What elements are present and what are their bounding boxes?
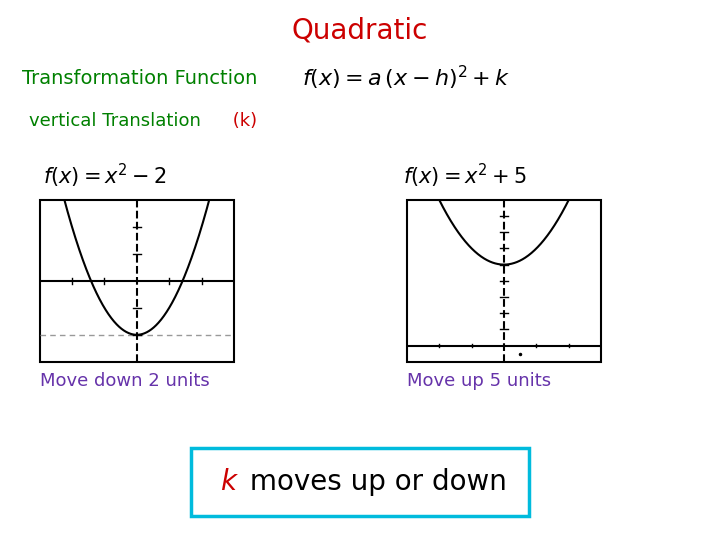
Text: $f(x) = a\,(x - h)^2 + k$: $f(x) = a\,(x - h)^2 + k$ bbox=[302, 64, 511, 92]
Text: $f(x) = x^2 + 5$: $f(x) = x^2 + 5$ bbox=[403, 161, 527, 190]
Text: Transformation Function: Transformation Function bbox=[22, 69, 257, 88]
Text: $f(x) = x^2 - 2$: $f(x) = x^2 - 2$ bbox=[43, 161, 167, 190]
Text: k: k bbox=[220, 468, 235, 496]
Text: Quadratic: Quadratic bbox=[292, 16, 428, 44]
Text: Move down 2 units: Move down 2 units bbox=[40, 372, 210, 390]
Text: vertical Translation: vertical Translation bbox=[29, 112, 201, 131]
Text: Move up 5 units: Move up 5 units bbox=[407, 372, 551, 390]
Text: moves up or down: moves up or down bbox=[241, 468, 507, 496]
Text: (k): (k) bbox=[227, 112, 257, 131]
